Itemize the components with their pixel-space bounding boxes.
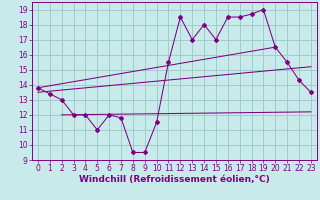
X-axis label: Windchill (Refroidissement éolien,°C): Windchill (Refroidissement éolien,°C): [79, 175, 270, 184]
